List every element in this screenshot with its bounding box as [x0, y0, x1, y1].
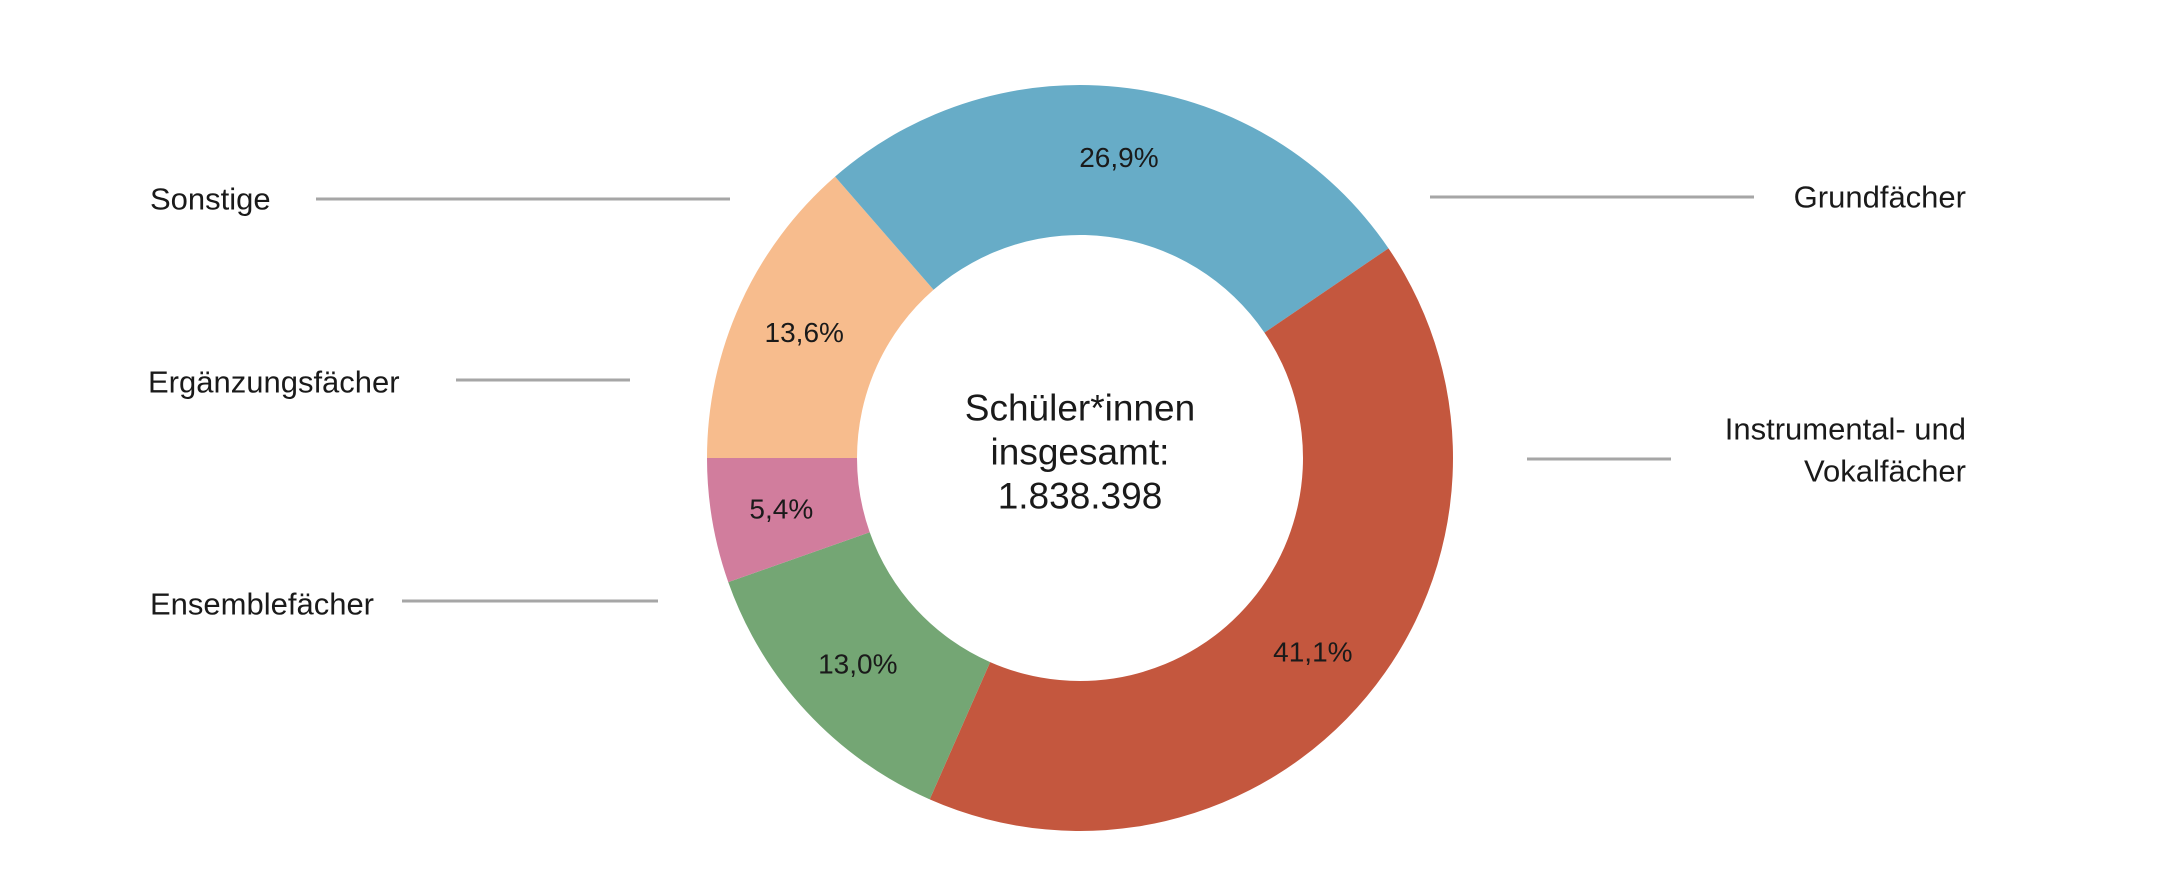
slice-value-label: 26,9% [1079, 142, 1158, 173]
center-label-line: Schüler*innen [965, 388, 1195, 429]
slice-value-label: 41,1% [1273, 636, 1352, 667]
category-label: Instrumental- und Vokalfächer [1725, 412, 1966, 489]
slice-grundfächer [835, 84, 1389, 333]
category-label: Grundfächer [1794, 180, 1966, 215]
category-label: Ergänzungsfächer [148, 365, 400, 400]
leader-lines [316, 195, 1754, 603]
slice-value-label: 5,4% [749, 494, 813, 525]
slice-ensemblefächer [728, 532, 991, 800]
donut-slices [707, 84, 1453, 831]
category-labels: Sonstige Grundfächer Instrumental- und Voka… [148, 180, 1966, 622]
slice-value-label: 13,0% [818, 649, 897, 680]
slice-value-label: 13,6% [765, 317, 844, 348]
category-label: Ensemblefächer [150, 587, 374, 622]
slice-instrumental-und-vokalfächer [929, 248, 1453, 831]
slice-ergänzungsfächer [707, 458, 870, 583]
category-label: Sonstige [150, 182, 271, 217]
center-label-line: 1.838.398 [998, 476, 1163, 517]
slice-sonstige [707, 176, 934, 458]
slice-value-labels: 13,6% 26,9% 41,1% 13,0% 5,4% [749, 142, 1352, 680]
center-label-line: insgesamt: [991, 432, 1170, 473]
